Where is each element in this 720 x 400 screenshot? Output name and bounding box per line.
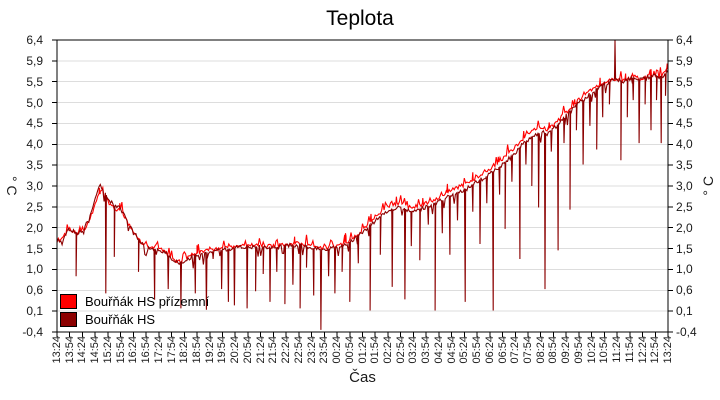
y-tick-labels-right: 6,4 5,9 5,5 5,0 4,5 4,0 3,5 3,0 2,5 2,0 1,5 1,0 0,6 0…	[674, 0, 720, 400]
y-tick-label-left: 0,1	[26, 304, 43, 319]
y-tick-label-left: 1,5	[26, 241, 43, 256]
y-tick-label-right: 1,0	[676, 262, 693, 277]
y-tick-label-left: 1,0	[26, 262, 43, 277]
y-tick-label-left: 2,5	[26, 199, 43, 214]
y-tick-label-left: 3,0	[26, 179, 43, 193]
y-tick-label-right: 2,5	[676, 199, 693, 214]
y-tick-label-right: 5,9	[676, 53, 693, 68]
chart-title: Teplota	[326, 7, 394, 30]
y-tick-label-left: 5,9	[26, 53, 43, 68]
legend-swatch-prizemni	[60, 293, 77, 309]
y-tick-label-right: 4,5	[676, 116, 693, 131]
y-tick-label-left: 5,5	[26, 74, 43, 89]
series-line-0	[56, 63, 669, 264]
y-tick-labels-left: 6,4 5,9 5,5 5,0 4,5 4,0 3,5 3,0 2,5 2,0 1,5 1,0 0,6 0…	[0, 0, 52, 400]
y-tick-label-right: 5,5	[676, 74, 693, 89]
legend-label-hs: Bouřňák HS	[85, 311, 156, 327]
y-tick-label-left: 4,0	[26, 137, 43, 152]
y-tick-label-right: 1,5	[676, 241, 693, 256]
x-tick-label: 13:24	[662, 336, 674, 364]
y-tick-label-left: 2,0	[26, 220, 43, 235]
y-tick-label-right: 2,0	[676, 220, 693, 235]
series-line-1	[56, 39, 669, 330]
y-tick-label-left: -0,4	[22, 325, 43, 339]
y-tick-label-right: 3,5	[676, 158, 693, 173]
y-tick-label-left: 4,5	[26, 116, 43, 131]
x-axis-label: Čas	[349, 369, 376, 386]
y-tick-label-left: 6,4	[26, 33, 43, 47]
y-tick-label-right: 6,4	[676, 33, 693, 47]
y-tick-label-right: -0,4	[676, 325, 697, 339]
y-tick-label-right: 0,1	[676, 304, 693, 319]
y-axis-label-left: ° C	[4, 176, 20, 196]
legend-item-prizemni: Bouřňák HS přízemní	[60, 292, 209, 310]
legend-item-hs: Bouřňák HS	[60, 310, 209, 328]
legend-label-prizemni: Bouřňák HS přízemní	[85, 293, 210, 309]
y-tick-label-right: 3,0	[676, 179, 693, 193]
legend: Bouřňák HS přízemní Bouřňák HS	[60, 292, 209, 328]
legend-swatch-hs	[60, 311, 77, 327]
y-tick-label-left: 0,6	[26, 283, 43, 298]
y-tick-label-right: 4,0	[676, 137, 693, 152]
y-tick-label-left: 3,5	[26, 158, 43, 173]
y-tick-label-left: 5,0	[26, 95, 43, 110]
y-tick-label-right: 0,6	[676, 283, 693, 298]
y-tick-label-right: 5,0	[676, 95, 693, 110]
